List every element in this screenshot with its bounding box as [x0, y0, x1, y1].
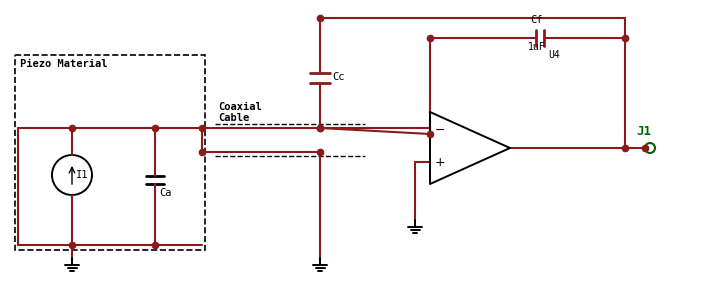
Text: Cc: Cc [332, 72, 344, 82]
Text: Cf: Cf [530, 15, 543, 25]
Text: Cable: Cable [218, 113, 250, 123]
Text: I1: I1 [76, 170, 89, 180]
Text: Piezo Material: Piezo Material [20, 59, 108, 69]
Text: Coaxial: Coaxial [218, 102, 262, 112]
Bar [15, 55, 205, 250]
Text: U4: U4 [548, 50, 560, 60]
Text: J1: J1 [636, 125, 651, 138]
Text: 1uF: 1uF [528, 42, 546, 52]
Text: +: + [435, 156, 446, 169]
Text: Ca: Ca [159, 188, 172, 198]
Text: −: − [435, 124, 446, 137]
